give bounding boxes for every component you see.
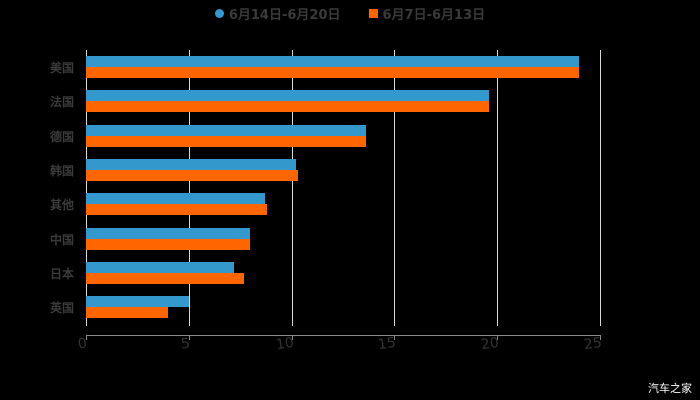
legend-item-week-0614[interactable]: 6月14日-6月20日 (214, 4, 341, 23)
gridline (188, 50, 190, 326)
bar-week-0607[interactable] (86, 169, 298, 181)
bar-week-0614[interactable] (86, 124, 366, 136)
category-label: 其他 (50, 198, 75, 213)
bar-week-0607[interactable] (86, 238, 251, 250)
x-tick (188, 335, 190, 340)
bar-week-0614[interactable] (86, 56, 580, 67)
bar-week-0607[interactable] (86, 272, 245, 284)
x-tick (86, 335, 87, 340)
bar-week-0607[interactable] (86, 135, 366, 147)
category-label: 法国 (50, 95, 75, 110)
category-label: 英国 (50, 301, 75, 316)
gridline (394, 50, 396, 326)
bar-week-0607[interactable] (86, 101, 489, 113)
legend-label: 6月7日-6月13日 (382, 8, 486, 23)
bar-week-0607[interactable] (86, 204, 267, 216)
x-tick-label: 20 (480, 334, 501, 354)
legend-square-icon (368, 9, 378, 18)
bar-week-0614[interactable] (86, 193, 265, 205)
category-label: 韩国 (50, 163, 75, 178)
x-tick-label: 10 (274, 334, 295, 354)
gridline (86, 50, 87, 326)
bar-week-0607[interactable] (86, 67, 580, 78)
gridline (497, 50, 499, 326)
legend-circle-icon (214, 9, 224, 18)
bar-week-0607[interactable] (86, 307, 169, 319)
x-tick (600, 335, 601, 340)
gridline (600, 50, 601, 326)
gridline (291, 50, 293, 326)
x-tick (291, 335, 293, 340)
bar-week-0614[interactable] (86, 261, 235, 273)
x-axis-line (86, 335, 600, 336)
bar-week-0614[interactable] (86, 296, 189, 308)
plot-area (86, 50, 601, 326)
x-tick-label: 25 (582, 334, 603, 354)
bar-week-0614[interactable] (86, 227, 251, 239)
x-tick (497, 335, 499, 340)
category-label: 德国 (50, 129, 75, 144)
x-tick-label: 15 (377, 334, 398, 354)
watermark: 汽车之家 (648, 382, 692, 395)
category-label: 中国 (50, 232, 75, 247)
chart-legend: 6月14日-6月20日 6月7日-6月13日 (0, 4, 700, 23)
x-tick-label: 5 (179, 335, 191, 353)
category-label: 美国 (50, 61, 75, 75)
category-label: 日本 (50, 266, 75, 281)
bar-week-0614[interactable] (86, 90, 489, 102)
bar-week-0614[interactable] (86, 158, 296, 170)
legend-label: 6月14日-6月20日 (228, 8, 341, 23)
x-tick (394, 335, 396, 340)
legend-item-week-0607[interactable]: 6月7日-6月13日 (368, 4, 486, 23)
